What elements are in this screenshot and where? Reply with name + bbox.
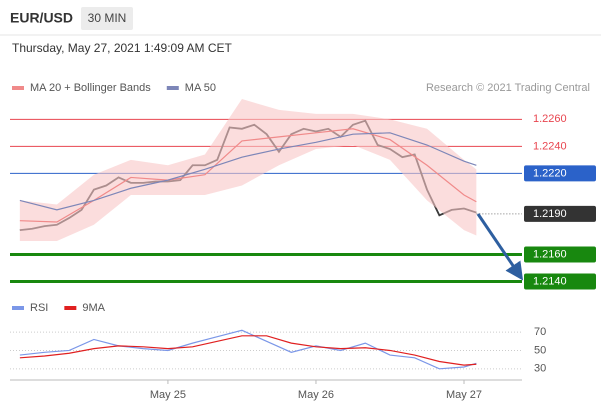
level-label: 1.2260 [533,113,567,125]
symbol: EUR/USD [10,10,73,26]
x-tick-label: May 26 [298,389,334,401]
level-label: 1.2140 [533,275,567,287]
timestamp: Thursday, May 27, 2021 1:49:09 AM CET [12,41,233,55]
y-tick-label: 70 [534,326,546,338]
level-box [524,165,596,182]
x-tick-label: May 27 [446,389,482,401]
series-line [19,132,477,211]
level-label: 1.2240 [533,140,567,152]
legend-label: 9MA [82,302,105,314]
legend-label: RSI [30,302,48,314]
interval-badge [81,7,133,30]
series-line [19,128,477,223]
level-box [524,273,596,290]
bollinger-band [19,99,477,241]
legend-label: MA 50 [185,82,216,94]
forecast-arrow [476,213,524,281]
level-box [524,205,596,222]
y-tick-label: 50 [534,344,546,356]
x-tick-label: May 25 [150,389,186,401]
series-line [19,335,477,366]
source: Research © 2021 Trading Central [426,82,590,94]
level-label: 1.2160 [533,248,567,260]
interval: 30 MIN [88,11,127,25]
level-label: 1.2190 [533,208,567,220]
y-tick-label: 30 [534,363,546,375]
legend-label: MA 20 + Bollinger Bands [30,82,151,94]
level-label: 1.2220 [533,167,567,179]
level-box [524,246,596,263]
